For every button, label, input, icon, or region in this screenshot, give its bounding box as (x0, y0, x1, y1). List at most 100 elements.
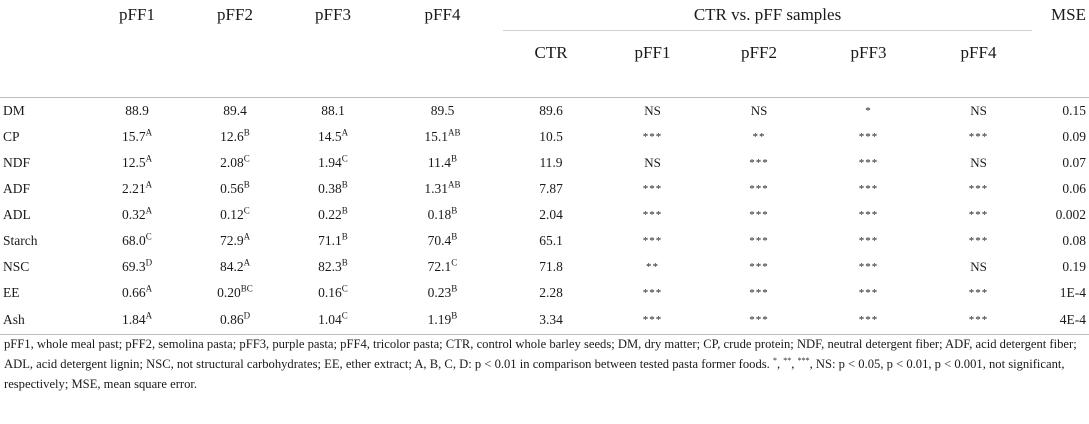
value-pff2: 0.20BC (186, 280, 284, 306)
comparison-pff4: *** (968, 131, 989, 143)
value-pff1: 2.21A (88, 176, 186, 202)
comparison-pff3: *** (858, 157, 879, 169)
value-ctr: 11.9 (539, 155, 563, 170)
value-text: 72.1 (427, 259, 452, 274)
value-pff4: 11.4B (382, 150, 503, 176)
significance-letter: A (145, 153, 153, 164)
value-text: 88.1 (321, 103, 345, 118)
significance-letter: A (145, 310, 153, 321)
row-label: CP (3, 129, 20, 144)
value-text: 1.04 (318, 312, 342, 327)
value-mse: 0.15 (1062, 103, 1087, 118)
value-text: 89.4 (223, 103, 247, 118)
row-label: EE (3, 285, 20, 300)
value-mse: 1E-4 (1059, 285, 1087, 300)
value-pff2: 0.56B (186, 176, 284, 202)
row-label: ADF (3, 181, 31, 196)
value-pff3: 88.1 (284, 98, 382, 125)
comparison-pff3: *** (858, 261, 879, 273)
comparison-pff1: ** (646, 261, 659, 273)
comparison-pff4: *** (968, 209, 989, 221)
footnote-star-3: *** (797, 355, 810, 365)
significance-letter: A (145, 283, 153, 294)
value-pff2: 89.4 (186, 98, 284, 125)
comparison-pff4: *** (968, 183, 989, 195)
value-text: 0.86 (219, 312, 244, 327)
value-pff1: 69.3D (88, 254, 186, 280)
significance-letter: C (451, 257, 458, 268)
significance-letter: B (451, 231, 458, 242)
significance-letter: B (451, 205, 458, 216)
comparison-pff3: *** (858, 287, 879, 299)
value-pff3: 1.94C (284, 150, 382, 176)
comparison-pff3: *** (858, 131, 879, 143)
value-text: 0.66 (121, 285, 146, 300)
comparison-pff2: *** (749, 209, 769, 221)
comparison-pff3: *** (858, 183, 879, 195)
value-pff3: 0.22B (284, 202, 382, 228)
value-text: 2.08 (220, 155, 244, 170)
value-text: 14.5 (317, 129, 342, 144)
value-pff4: 15.1AB (382, 124, 503, 150)
significance-letter: B (243, 127, 250, 138)
subheader-pff3: pFF3 (850, 43, 887, 62)
comparison-pff4: *** (968, 235, 989, 247)
composition-table: pFF1 pFF2 pFF3 pFF4 CTR vs. pFF samples … (0, 0, 1089, 335)
significance-letter: C (145, 231, 152, 242)
table-body: DM 88.9 89.4 88.1 89.5 89.6 NS NS * NS 0.15 CP 15.7A… (0, 98, 1089, 335)
comparison-pff1: *** (642, 287, 663, 299)
value-pff3: 0.16C (284, 280, 382, 306)
header-pff2: pFF2 (217, 5, 253, 25)
significance-letter: C (341, 153, 348, 164)
row-label: NDF (3, 155, 31, 170)
significance-letter: AB (448, 127, 461, 138)
value-text: 15.1 (424, 129, 449, 144)
significance-letter: AB (448, 179, 461, 190)
value-ctr: 2.28 (539, 285, 563, 300)
header-pff1: pFF1 (119, 5, 155, 25)
significance-letter: B (341, 257, 348, 268)
header-rule (0, 75, 1089, 98)
value-mse: 4E-4 (1032, 306, 1089, 335)
significance-letter: C (243, 153, 250, 164)
header-group-ctr-vs-pff: CTR vs. pFF samples (503, 0, 1033, 31)
significance-letter: A (243, 257, 251, 268)
value-text: 1.84 (121, 312, 146, 327)
value-text: 0.18 (427, 207, 452, 222)
header-pff3: pFF3 (315, 5, 351, 25)
header-pff4: pFF4 (424, 5, 461, 25)
table-row: EE 0.66A 0.20BC 0.16C 0.23B 2.28 *** *** *** *** 1… (0, 280, 1089, 306)
value-text: 1.31 (424, 181, 449, 196)
value-pff4: 70.4B (382, 228, 503, 254)
comparison-pff2: *** (749, 157, 769, 169)
comparison-pff2: *** (749, 287, 769, 299)
comparison-pff1: NS (644, 155, 661, 170)
value-pff2: 84.2A (186, 254, 284, 280)
value-mse: 0.002 (1055, 207, 1087, 222)
footnote-text-1: pFF1, whole meal past; pFF2, semolina pa… (4, 337, 1077, 371)
value-pff1: 0.66A (88, 280, 186, 306)
value-text: 89.5 (430, 103, 455, 118)
comparison-pff4: NS (970, 103, 987, 118)
comparison-pff3: * (865, 105, 872, 117)
header-mse: MSE (1051, 5, 1087, 25)
comparison-pff3: *** (858, 209, 879, 221)
significance-letter: A (145, 179, 153, 190)
header-empty-cell (0, 0, 88, 31)
value-ctr: 10.5 (539, 129, 563, 144)
comparison-pff2: NS (750, 103, 768, 118)
value-text: 0.38 (318, 181, 342, 196)
comparison-pff1: *** (642, 183, 663, 195)
table-row: NSC 69.3D 84.2A 82.3B 72.1C 71.8 ** *** *** NS 0.1… (0, 254, 1089, 280)
value-mse: 0.08 (1062, 233, 1087, 248)
subheader-pff2: pFF2 (741, 43, 777, 62)
table-row: ADL 0.32A 0.12C 0.22B 0.18B 2.04 *** *** *** *** 0… (0, 202, 1089, 228)
value-ctr: 71.8 (539, 259, 563, 274)
comparison-pff2: *** (706, 306, 812, 335)
value-text: 82.3 (318, 259, 342, 274)
value-text: 0.23 (427, 285, 452, 300)
table-footnote: pFF1, whole meal past; pFF2, semolina pa… (4, 334, 1086, 394)
value-pff2: 12.6B (186, 124, 284, 150)
significance-letter: B (451, 153, 458, 164)
value-pff3: 0.38B (284, 176, 382, 202)
